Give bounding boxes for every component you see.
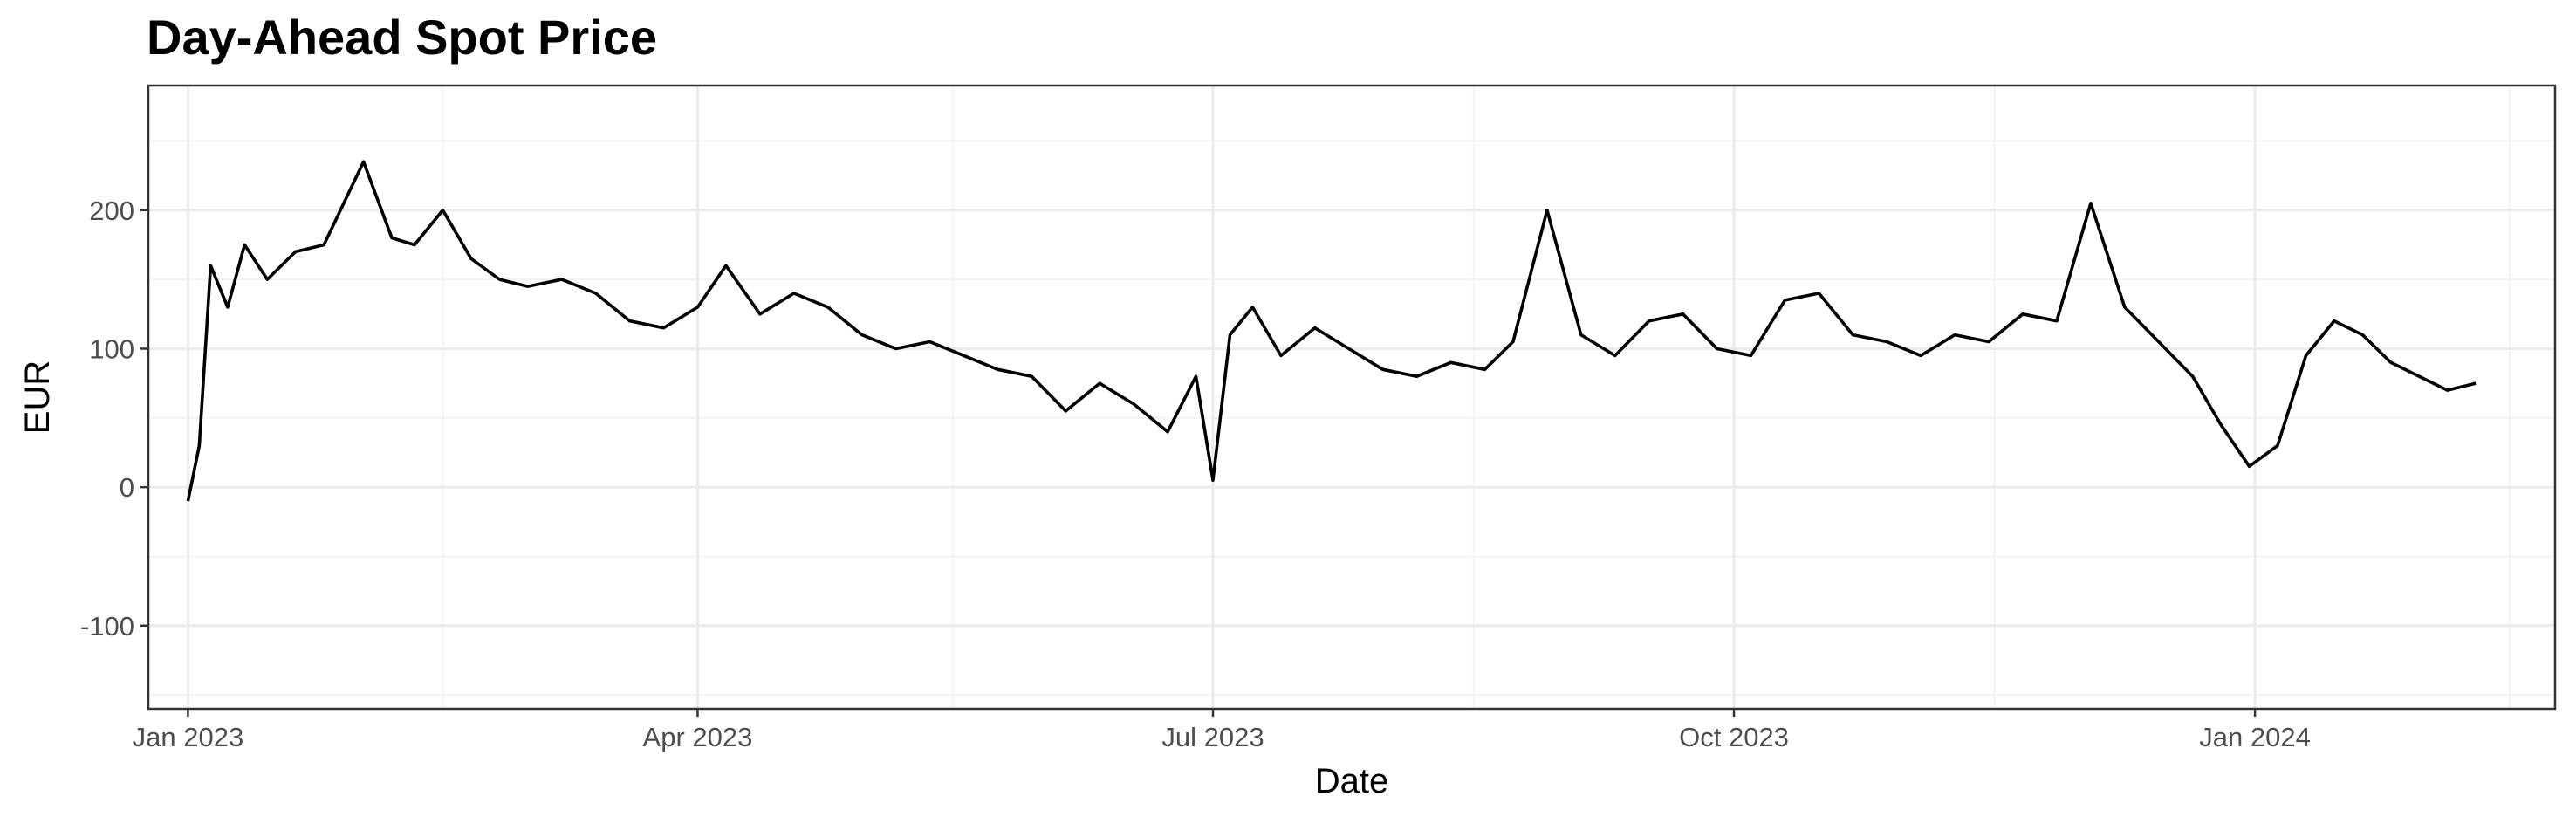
series-layer [186, 160, 2477, 502]
x-tick-label-0: Jan 2023 [133, 722, 244, 752]
x-tick-label-3: Oct 2023 [1679, 722, 1789, 752]
price-series-line-0 [186, 160, 2477, 502]
y-tick-label-2: 100 [89, 333, 134, 364]
x-axis: Jan 2023 Apr 2023 Jul 2023 Oct 2023 Jan 2024 [133, 709, 2311, 752]
y-axis: -100 0 100 200 [80, 196, 148, 642]
y-tick-label-3: 200 [89, 196, 134, 226]
y-tick-label-1: 0 [120, 472, 134, 503]
major-gridlines [148, 86, 2555, 709]
x-axis-title: Date [1315, 762, 1389, 800]
x-tick-label-4: Jan 2024 [2199, 722, 2311, 752]
plot-panel-border [147, 84, 2557, 711]
x-tick-label-2: Jul 2023 [1161, 722, 1264, 752]
y-tick-label-0: -100 [80, 611, 134, 642]
y-axis-title: EUR [18, 360, 57, 434]
x-tick-label-1: Apr 2023 [643, 722, 753, 752]
chart-title: Day-Ahead Spot Price [147, 10, 657, 65]
minor-gridlines [148, 86, 2555, 709]
